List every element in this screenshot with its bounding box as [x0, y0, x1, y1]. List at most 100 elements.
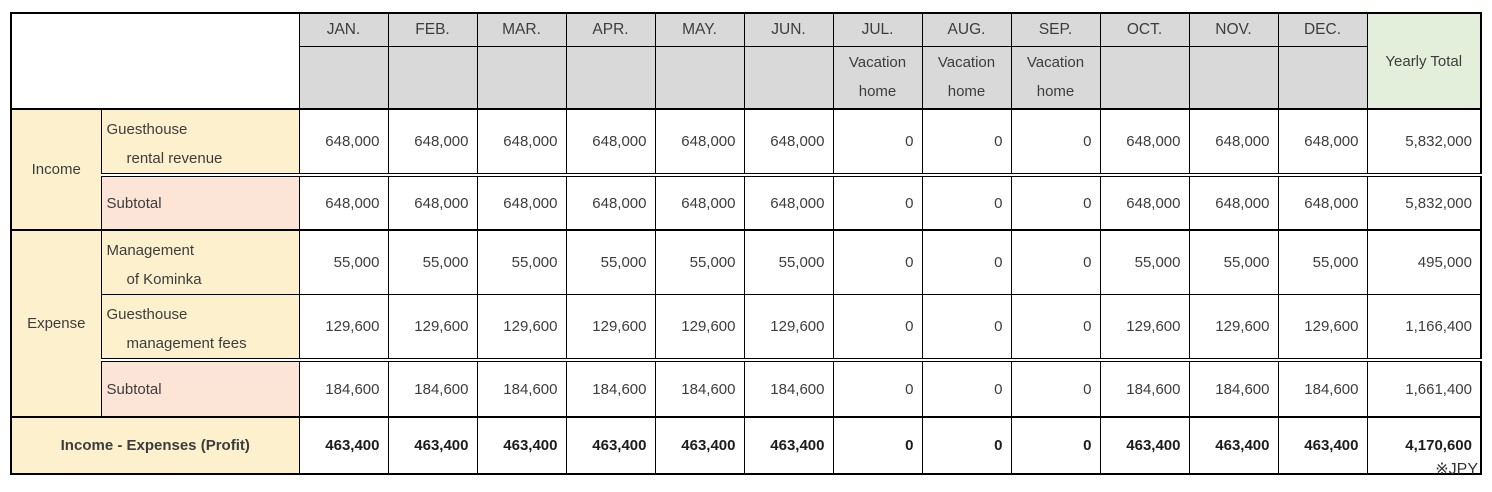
value-cell-profit: 463,400: [387, 416, 478, 475]
value-cell-income_revenue: 648,000: [743, 108, 834, 176]
label-income-subtotal: Subtotal: [100, 173, 300, 231]
value-cell-expense_kominka: 55,000: [298, 229, 389, 295]
value-cell-expense_fees: 129,600: [743, 294, 834, 361]
value-cell-expense_subtotal: 0: [921, 358, 1012, 418]
label-income-revenue: Guesthouse rental revenue: [100, 108, 300, 176]
value-cell-expense_subtotal: 184,600: [1099, 358, 1190, 418]
value-cell-expense_kominka: 0: [832, 229, 923, 295]
corner-cell: [10, 12, 300, 110]
value-cell-income_subtotal: 648,000: [743, 173, 834, 231]
vacation-home-label-line1: Vacation: [1026, 54, 1085, 72]
value-cell-expense_fees: 129,600: [476, 294, 567, 361]
month-header: DEC.: [1277, 12, 1368, 47]
empty-header-cell: [298, 45, 389, 110]
value-cell-income_revenue: 648,000: [565, 108, 656, 176]
vacation-home-label-line2: home: [1036, 83, 1075, 101]
expense-fees-row: Guesthouse management fees 129,600 129,60…: [11, 294, 1482, 361]
value-cell-profit: 463,400: [1188, 416, 1279, 475]
label-expense-subtotal: Subtotal: [100, 358, 300, 418]
value-cell-income_revenue: 648,000: [654, 108, 745, 176]
value-cell-income_revenue: 648,000: [476, 108, 567, 176]
value-cell-profit: 463,400: [743, 416, 834, 475]
header-months-row: JAN. FEB. MAR. APR. MAY. JUN. JUL. AUG. SEP. OCT.…: [10, 12, 1482, 110]
value-cell-income_subtotal: 648,000: [1188, 173, 1279, 231]
vacation-home-cell: Vacation home: [832, 45, 923, 110]
month-header: SEP.: [1010, 12, 1101, 47]
value-cell-expense_kominka: 55,000: [1188, 229, 1279, 295]
value-cell-expense_subtotal: 184,600: [654, 358, 745, 418]
value-cell-expense_subtotal: 184,600: [387, 358, 478, 418]
income-revenue-row: Income Guesthouse rental revenue 648,000…: [10, 108, 1482, 231]
value-cell-expense_subtotal: 0: [1010, 358, 1101, 418]
yearly-total-header: Yearly Total: [1366, 12, 1482, 110]
value-cell-expense_subtotal: 184,600: [1188, 358, 1279, 418]
value-cell-income_subtotal: 0: [832, 173, 923, 231]
month-header: APR.: [565, 12, 656, 47]
category-income-cell: Income: [10, 108, 102, 231]
value-cell-income_revenue: 648,000: [1277, 108, 1368, 176]
vacation-home-cell: Vacation home: [921, 45, 1012, 110]
vacation-home-label-line2: home: [858, 83, 897, 101]
profit-row: Income - Expenses (Profit) 463,400 463,40…: [10, 416, 1482, 475]
empty-header-cell: [1277, 45, 1368, 110]
value-cell-profit: 463,400: [565, 416, 656, 475]
expense-kominka-row: Expense Management of Kominka 55,000 55,0…: [10, 229, 1482, 418]
value-cell-income_subtotal: 648,000: [565, 173, 656, 231]
empty-header-cell: [476, 45, 567, 110]
value-cell-expense_kominka: 55,000: [565, 229, 656, 295]
value-cell-expense_kominka: 0: [921, 229, 1012, 295]
value-cell-expense_fees: 0: [832, 294, 923, 361]
value-cell-expense_subtotal: 0: [832, 358, 923, 418]
label-expense-kominka: Management of Kominka: [100, 229, 300, 295]
yearly-total-expense-fees: 1,166,400: [1366, 294, 1482, 361]
month-header: JUL.: [832, 12, 923, 47]
currency-note: ※JPY: [1435, 461, 1478, 478]
vacation-home-label-line2: home: [947, 83, 986, 101]
value-cell-income_subtotal: 648,000: [1277, 173, 1368, 231]
vacation-home-label-line1: Vacation: [848, 54, 907, 72]
value-cell-expense_subtotal: 184,600: [298, 358, 389, 418]
value-cell-income_subtotal: 648,000: [654, 173, 745, 231]
value-cell-expense_kominka: 55,000: [654, 229, 745, 295]
month-header: MAY.: [654, 12, 745, 47]
expense-subtotal-row: Subtotal 184,600 184,600 184,600 184,600 184…: [11, 358, 1482, 418]
value-cell-income_revenue: 0: [832, 108, 923, 176]
value-cell-expense_kominka: 55,000: [476, 229, 567, 295]
value-cell-expense_kominka: 55,000: [387, 229, 478, 295]
empty-header-cell: [654, 45, 745, 110]
value-cell-expense_fees: 129,600: [654, 294, 745, 361]
value-cell-income_subtotal: 648,000: [476, 173, 567, 231]
value-cell-expense_subtotal: 184,600: [565, 358, 656, 418]
value-cell-expense_fees: 129,600: [387, 294, 478, 361]
value-cell-income_subtotal: 648,000: [387, 173, 478, 231]
value-cell-profit: 0: [832, 416, 923, 475]
category-expense-cell: Expense: [10, 229, 102, 418]
value-cell-expense_kominka: 0: [1010, 229, 1101, 295]
value-cell-income_subtotal: 0: [921, 173, 1012, 231]
month-header: JAN.: [298, 12, 389, 47]
label-expense-fees-line2: management fees: [126, 335, 247, 352]
empty-header-cell: [1188, 45, 1279, 110]
month-header: NOV.: [1188, 12, 1279, 47]
value-cell-income_subtotal: 648,000: [1099, 173, 1190, 231]
value-cell-expense_kominka: 55,000: [743, 229, 834, 295]
value-cell-expense_fees: 129,600: [298, 294, 389, 361]
value-cell-income_revenue: 0: [1010, 108, 1101, 176]
label-expense-kominka-line2: of Kominka: [126, 271, 202, 288]
value-cell-expense_subtotal: 184,600: [743, 358, 834, 418]
value-cell-expense_fees: 0: [1010, 294, 1101, 361]
value-cell-profit: 463,400: [654, 416, 745, 475]
header-vacation-row: Vacation home Vacation home Vacation home: [11, 45, 1481, 110]
value-cell-expense_fees: 0: [921, 294, 1012, 361]
value-cell-income_revenue: 0: [921, 108, 1012, 176]
vacation-home-cell: Vacation home: [1010, 45, 1101, 110]
empty-header-cell: [387, 45, 478, 110]
value-cell-income_revenue: 648,000: [1188, 108, 1279, 176]
yearly-total-expense-kominka: 495,000: [1366, 229, 1482, 295]
value-cell-income_revenue: 648,000: [1099, 108, 1190, 176]
label-expense-fees: Guesthouse management fees: [100, 294, 300, 361]
label-income-revenue-line1: Guesthouse: [106, 121, 188, 138]
value-cell-profit: 0: [921, 416, 1012, 475]
yearly-total-income-revenue: 5,832,000: [1366, 108, 1482, 176]
